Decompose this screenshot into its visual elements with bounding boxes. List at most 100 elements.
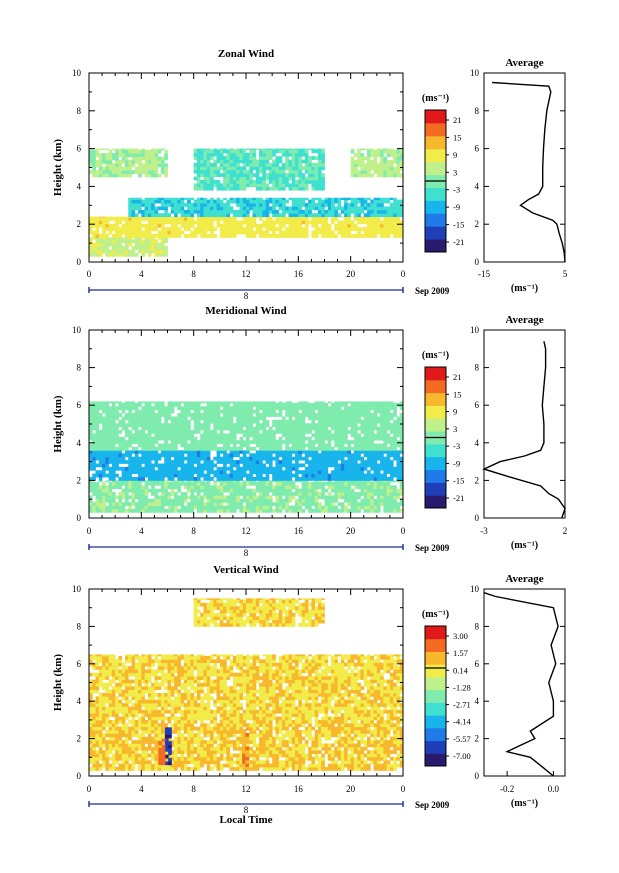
heatmap-cell: [337, 213, 342, 218]
heatmap-cell: [255, 173, 260, 177]
heatmap-cell: [92, 502, 96, 506]
heatmap-cell: [242, 156, 247, 160]
heatmap-cell: [367, 203, 371, 207]
heatmap-cell: [180, 223, 185, 228]
heatmap-cell: [121, 477, 126, 481]
heatmap-cell: [373, 149, 378, 154]
heatmap-cell: [151, 426, 155, 431]
heatmap-cell: [344, 488, 348, 493]
heatmap-cell: [249, 409, 253, 414]
heatmap-cell: [281, 470, 286, 475]
heatmap-cell: [121, 166, 126, 171]
heatmap-cell: [399, 213, 404, 218]
heatmap-cell: [193, 440, 198, 444]
heatmap-cell: [396, 220, 401, 225]
heatmap-cell: [147, 249, 152, 254]
heatmap-cell: [383, 220, 388, 225]
heatmap-cell: [311, 176, 316, 181]
heatmap-cell: [373, 473, 378, 478]
heatmap-cell: [334, 206, 338, 211]
heatmap-cell: [134, 148, 139, 151]
heatmap-cell: [170, 450, 175, 454]
heatmap-cell: [249, 216, 253, 218]
heatmap-cell: [147, 477, 152, 481]
heatmap-cell: [131, 498, 136, 503]
heatmap-cell: [242, 505, 247, 510]
heatmap-cell: [121, 153, 126, 157]
heatmap-cell: [170, 470, 175, 475]
heatmap-cell: [219, 149, 224, 154]
heatmap-cell: [344, 433, 348, 438]
heatmap-cell: [128, 419, 132, 424]
heatmap-cell: [327, 450, 332, 454]
heatmap-cell: [203, 453, 208, 458]
heatmap-cell: [337, 480, 342, 483]
heatmap-cell: [157, 498, 162, 503]
heatmap-cell: [291, 234, 296, 238]
heatmap-cell: [367, 426, 371, 431]
heatmap-cell: [219, 505, 224, 510]
heatmap-cell: [236, 156, 240, 160]
heatmap-cell: [105, 433, 110, 438]
heatmap-cell: [311, 197, 316, 201]
heatmap-cell: [193, 470, 198, 475]
heatmap-cell: [138, 203, 142, 207]
heatmap-cell: [373, 463, 378, 468]
heatmap-cell: [95, 433, 100, 438]
heatmap-cell: [210, 402, 214, 407]
heatmap-cell: [183, 426, 188, 431]
heatmap-cell: [252, 419, 257, 424]
heatmap-cell: [367, 485, 371, 490]
heatmap-cell: [232, 209, 237, 214]
heatmap-cell: [383, 217, 388, 221]
heatmap-cell: [216, 197, 221, 201]
heatmap-cell: [105, 430, 110, 434]
heatmap-cell: [376, 453, 381, 458]
heatmap-cell: [317, 148, 322, 150]
heatmap-cell: [239, 176, 244, 181]
heatmap-cell: [219, 419, 224, 424]
heatmap-cell: [121, 466, 126, 471]
heatmap-cell: [268, 148, 273, 150]
heatmap-cell: [105, 166, 110, 171]
y-tick-label: 8: [77, 106, 82, 116]
heatmap-cell: [281, 183, 286, 188]
heatmap-cell: [138, 480, 142, 483]
heatmap-cell: [124, 477, 129, 481]
heatmap-cell: [177, 220, 181, 225]
heatmap-cell: [203, 485, 208, 490]
heatmap-cell: [239, 148, 244, 150]
heatmap-cell: [183, 450, 188, 454]
heatmap-cell: [121, 460, 126, 464]
heatmap-cell: [95, 423, 100, 428]
heatmap-cell: [285, 492, 289, 496]
heatmap-cell: [265, 234, 270, 238]
heatmap-cell: [255, 199, 260, 204]
heatmap-cell: [210, 416, 214, 421]
heatmap-cell: [95, 446, 100, 451]
heatmap-cell: [255, 463, 260, 468]
heatmap-cell: [298, 426, 303, 431]
heatmap-cell: [396, 159, 401, 164]
heatmap-cell: [118, 480, 123, 483]
heatmap-cell: [321, 166, 325, 171]
heatmap-cell: [278, 463, 283, 468]
heatmap-cell: [317, 426, 322, 431]
heatmap-cell: [95, 485, 100, 490]
heatmap-cell: [108, 149, 113, 154]
heatmap-cell: [259, 413, 263, 417]
heatmap-cell: [265, 456, 270, 461]
heatmap-cell: [219, 485, 224, 490]
heatmap-cell: [353, 460, 358, 464]
heatmap-cell: [210, 470, 214, 475]
heatmap-cell: [383, 209, 388, 214]
heatmap-cell: [131, 252, 136, 257]
heatmap-cell: [193, 498, 198, 503]
heatmap-cell: [350, 426, 355, 431]
heatmap-cell: [278, 220, 283, 225]
heatmap-cell: [239, 227, 244, 232]
heatmap-cell: [301, 409, 306, 414]
heatmap-cell: [160, 488, 165, 493]
heatmap-cell: [308, 209, 312, 214]
heatmap-cell: [373, 502, 378, 506]
